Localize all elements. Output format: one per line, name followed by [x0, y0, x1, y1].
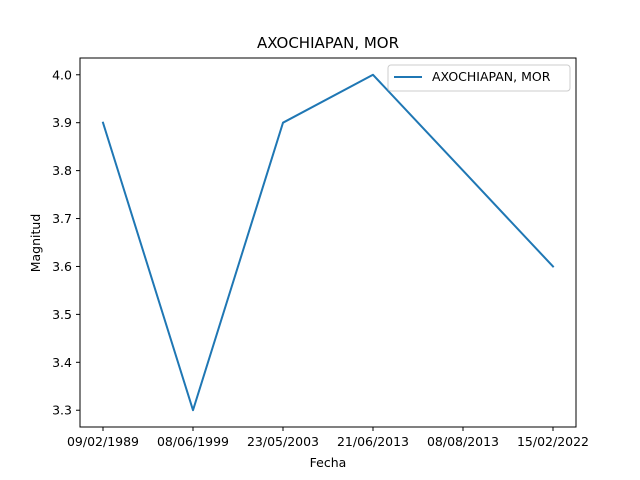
tick-layer: 09/02/1989 08/06/1999 23/05/2003 21/06/2013… [52, 67, 589, 449]
y-tick-label: 3.3 [52, 403, 72, 418]
legend-label: AXOCHIAPAN, MOR [432, 69, 551, 84]
y-tick-label: 3.5 [52, 307, 72, 322]
legend: AXOCHIAPAN, MOR [387, 64, 571, 92]
x-axis-label: Fecha [310, 455, 347, 470]
x-tick-label: 21/06/2013 [337, 434, 409, 449]
y-tick-label: 3.8 [52, 163, 72, 178]
x-tick-label: 23/05/2003 [247, 434, 319, 449]
x-tick-label: 08/08/2013 [427, 434, 499, 449]
legend-box [387, 64, 571, 92]
y-tick-label: 3.6 [52, 259, 72, 274]
y-axis-label: Magnitud [28, 214, 43, 273]
x-tick-label: 15/02/2022 [517, 434, 589, 449]
x-tick-label: 08/06/1999 [157, 434, 229, 449]
x-tick-label: 09/02/1989 [67, 434, 139, 449]
chart-title: AXOCHIAPAN, MOR [257, 34, 399, 52]
plot-frame [79, 57, 577, 428]
series-layer [101, 73, 555, 412]
y-tick-label: 4.0 [52, 67, 72, 82]
series-line [101, 73, 555, 412]
y-tick-label: 3.4 [52, 355, 72, 370]
y-tick-label: 3.7 [52, 211, 72, 226]
y-tick-label: 3.9 [52, 115, 72, 130]
